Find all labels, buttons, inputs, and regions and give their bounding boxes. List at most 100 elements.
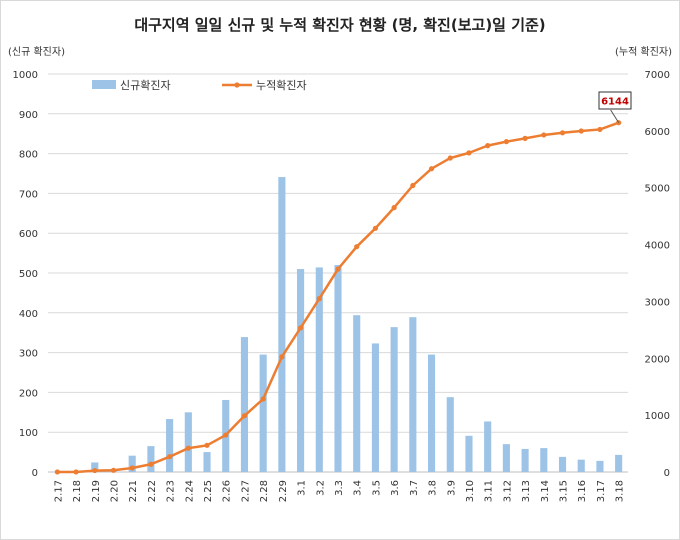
line-point: [129, 465, 135, 471]
x-tick-label: 3.11: [484, 480, 495, 502]
line-point: [260, 396, 266, 402]
bar: [297, 269, 305, 472]
x-tick-label: 2.19: [91, 480, 102, 502]
x-tick-label: 3.2: [315, 480, 326, 496]
right-axis-ticks: 0 1000 2000 3000 4000 5000 6000 7000: [645, 70, 670, 479]
line-point: [316, 296, 322, 302]
bar: [558, 456, 567, 472]
x-tick-label: 3.9: [446, 480, 457, 496]
x-tick-label: 3.5: [371, 480, 382, 496]
left-tick-label: 200: [19, 388, 38, 399]
line-point: [354, 244, 360, 250]
x-tick-label: 2.29: [278, 480, 289, 502]
legend-label-line: 누적확진자: [256, 79, 307, 92]
gridlines: [48, 73, 628, 473]
x-tick-label: 3.6: [390, 480, 401, 496]
left-tick-label: 600: [19, 229, 38, 240]
x-axis-ticks: 2.17 2.18 2.19 2.20 2.21 2.22 2.23 2.24 2.25 2.26…: [53, 480, 625, 502]
bar: [184, 412, 192, 472]
x-tick-label: 3.17: [596, 480, 607, 502]
line-point: [279, 354, 285, 360]
bar: [128, 455, 136, 472]
line-point: [185, 445, 191, 451]
x-tick-label: 3.13: [521, 480, 532, 502]
line-point: [578, 128, 584, 134]
right-tick-label: 1000: [645, 411, 670, 422]
x-tick-label: 2.21: [128, 480, 139, 502]
bar: [540, 448, 548, 472]
line-point: [297, 325, 304, 331]
line-point: [391, 205, 397, 211]
right-tick-label: 5000: [645, 184, 670, 195]
bar: [91, 462, 99, 472]
x-tick-label: 3.16: [577, 480, 588, 502]
left-axis-ticks: 0 100 200 300 400 500 600 700 800 900 1000: [13, 70, 38, 479]
bar: [166, 419, 174, 472]
x-tick-label: 3.8: [428, 480, 439, 496]
line-point: [522, 135, 528, 141]
bar: [596, 460, 604, 472]
right-tick-label: 4000: [645, 241, 670, 252]
x-tick-label: 3.4: [353, 480, 364, 496]
x-tick-label: 3.15: [559, 480, 570, 502]
bar: [427, 354, 436, 472]
bar: [465, 435, 473, 472]
bar: [446, 397, 454, 472]
legend-swatch-bar: [92, 80, 116, 89]
bar: [521, 448, 529, 472]
x-tick-label: 3.1: [297, 480, 308, 496]
legend: 신규확진자 누적확진자: [92, 79, 307, 92]
x-tick-label: 3.10: [465, 480, 476, 502]
legend-label-bar: 신규확진자: [120, 79, 171, 92]
line-point: [541, 132, 547, 138]
legend-swatch-marker: [234, 82, 240, 88]
bar: [278, 177, 286, 472]
left-tick-label: 700: [19, 189, 38, 200]
line-point: [167, 454, 173, 460]
line-point: [485, 143, 491, 149]
left-tick-label: 500: [19, 269, 38, 280]
value-callout: 6144: [598, 91, 632, 123]
line-point: [428, 166, 435, 172]
line-point: [241, 413, 248, 419]
bar: [390, 327, 398, 472]
x-tick-label: 2.17: [53, 480, 64, 502]
line-point: [466, 150, 472, 156]
bar: [240, 337, 249, 472]
x-tick-label: 3.18: [615, 480, 626, 502]
x-tick-label: 2.23: [166, 480, 177, 502]
line-point: [110, 467, 117, 473]
line-point: [148, 461, 154, 467]
line-point: [204, 442, 210, 448]
x-tick-label: 2.27: [240, 480, 251, 502]
line-point: [447, 155, 453, 161]
x-tick-label: 2.22: [147, 480, 158, 502]
line-point: [335, 266, 341, 272]
left-axis-label: (신규 확진자): [8, 46, 65, 58]
bar: [203, 452, 211, 472]
right-tick-label: 7000: [645, 70, 670, 81]
x-tick-label: 2.25: [203, 480, 214, 502]
chart-title: 대구지역 일일 신규 및 누적 확진자 현황 (명, 확진(보고)일 기준): [134, 16, 545, 34]
right-tick-label: 2000: [645, 354, 670, 365]
x-tick-label: 3.3: [334, 480, 345, 496]
x-tick-label: 2.28: [259, 480, 270, 502]
line-point: [54, 469, 60, 475]
bar: [315, 267, 323, 472]
left-tick-label: 900: [19, 110, 38, 121]
right-axis-label: (누적 확진자): [615, 46, 672, 58]
line-point: [223, 432, 229, 438]
bar: [484, 421, 492, 472]
right-tick-label: 6000: [645, 127, 670, 138]
line-point: [73, 469, 79, 475]
left-tick-label: 300: [19, 349, 38, 360]
line-point: [372, 225, 379, 231]
bar: [371, 343, 379, 472]
left-tick-label: 100: [19, 428, 38, 439]
x-tick-label: 3.14: [540, 480, 551, 502]
line-point: [559, 130, 566, 136]
bar-series: [53, 177, 623, 472]
callout-leader: [610, 109, 620, 123]
line-point: [92, 467, 98, 474]
